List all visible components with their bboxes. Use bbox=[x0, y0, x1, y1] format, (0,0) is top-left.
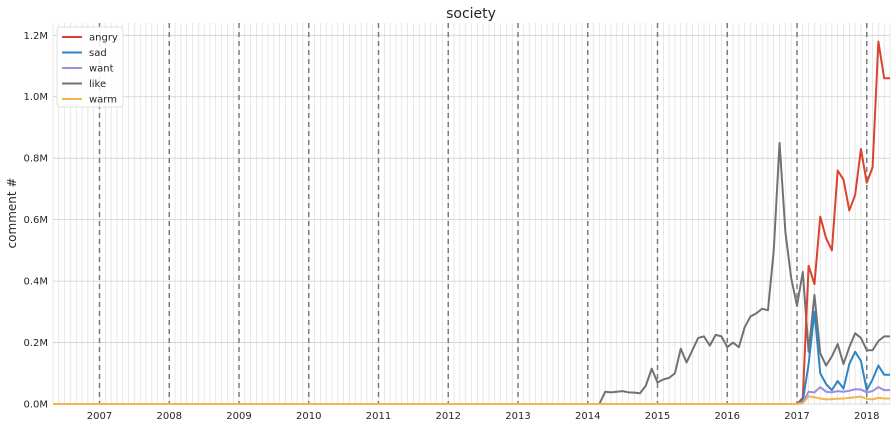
legend-label-warm: warm bbox=[89, 95, 117, 106]
y-tick-label: 1.2M bbox=[23, 31, 48, 42]
x-tick-label: 2012 bbox=[436, 411, 461, 422]
series-line-sad bbox=[53, 310, 890, 405]
y-tick-label: 0.6M bbox=[23, 215, 48, 226]
legend-label-want: want bbox=[89, 64, 114, 75]
legend-label-like: like bbox=[89, 79, 106, 90]
y-axis-ticks: 0.0M 0.2M 0.4M 0.6M 0.8M 1.0M 1.2M bbox=[23, 31, 48, 411]
y-tick-label: 1.0M bbox=[23, 92, 48, 103]
x-tick-label: 2009 bbox=[226, 411, 251, 422]
legend: angry sad want like warm bbox=[56, 26, 124, 108]
series-line-want bbox=[53, 386, 890, 405]
y-axis-label: comment # bbox=[5, 178, 19, 249]
x-tick-label: 2015 bbox=[645, 411, 670, 422]
chart-title: society bbox=[446, 6, 496, 22]
y-tick-label: 0.4M bbox=[23, 277, 48, 288]
series-layer bbox=[53, 40, 890, 405]
series-line-angry bbox=[53, 40, 890, 405]
year-dashed-lines bbox=[98, 23, 868, 404]
x-tick-label: 2018 bbox=[854, 411, 879, 422]
series-line-warm bbox=[53, 395, 890, 405]
x-tick-label: 2013 bbox=[505, 411, 530, 422]
x-tick-label: 2016 bbox=[715, 411, 740, 422]
x-tick-label: 2007 bbox=[87, 411, 112, 422]
x-tick-label: 2017 bbox=[784, 411, 809, 422]
y-tick-label: 0.8M bbox=[23, 154, 48, 165]
x-tick-label: 2010 bbox=[296, 411, 321, 422]
legend-label-sad: sad bbox=[89, 48, 107, 59]
x-axis-ticks: 2007 2008 2009 2010 2011 2012 2013 2014 2015 2016… bbox=[87, 411, 880, 422]
x-tick-label: 2014 bbox=[575, 411, 600, 422]
y-tick-label: 0.0M bbox=[23, 400, 48, 411]
legend-label-angry: angry bbox=[89, 33, 118, 44]
y-tick-label: 0.2M bbox=[23, 338, 48, 349]
x-tick-label: 2011 bbox=[366, 411, 391, 422]
series-line-like bbox=[53, 141, 890, 405]
legend-box bbox=[56, 26, 124, 108]
x-tick-label: 2008 bbox=[157, 411, 182, 422]
